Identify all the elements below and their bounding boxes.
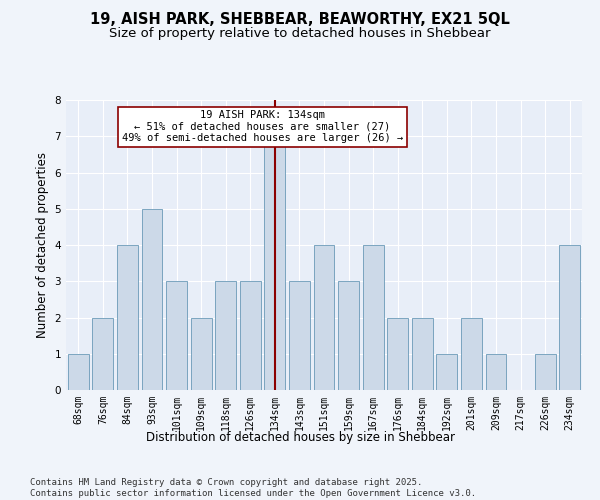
Bar [535,354,556,390]
Bar [412,318,433,390]
Bar [387,318,408,390]
Bar [92,318,113,390]
Bar [166,281,187,390]
Bar [68,354,89,390]
Bar [117,245,138,390]
Bar [289,281,310,390]
Bar [240,281,261,390]
Bar [559,245,580,390]
Bar [362,245,383,390]
Bar [485,354,506,390]
Bar [215,281,236,390]
Text: Distribution of detached houses by size in Shebbear: Distribution of detached houses by size … [146,431,455,444]
Bar [338,281,359,390]
Y-axis label: Number of detached properties: Number of detached properties [36,152,49,338]
Text: 19, AISH PARK, SHEBBEAR, BEAWORTHY, EX21 5QL: 19, AISH PARK, SHEBBEAR, BEAWORTHY, EX21… [90,12,510,28]
Text: Contains HM Land Registry data © Crown copyright and database right 2025.
Contai: Contains HM Land Registry data © Crown c… [30,478,476,498]
Text: 19 AISH PARK: 134sqm
← 51% of detached houses are smaller (27)
49% of semi-detac: 19 AISH PARK: 134sqm ← 51% of detached h… [122,110,403,144]
Bar [436,354,457,390]
Bar [314,245,334,390]
Bar [265,136,286,390]
Bar [191,318,212,390]
Text: Size of property relative to detached houses in Shebbear: Size of property relative to detached ho… [109,28,491,40]
Bar [461,318,482,390]
Bar [142,209,163,390]
